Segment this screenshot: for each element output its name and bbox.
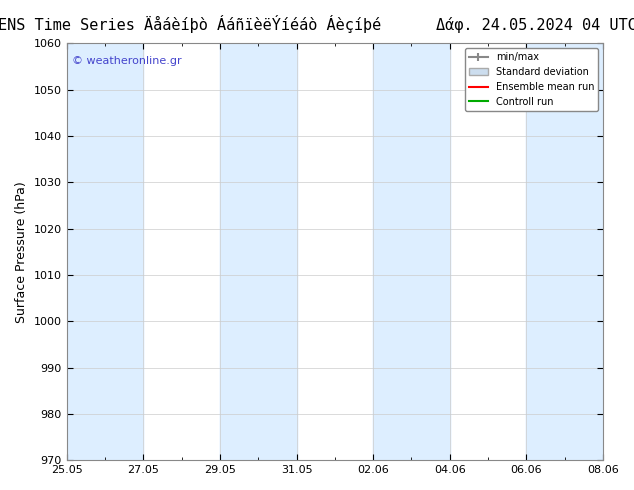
Text: © weatheronline.gr: © weatheronline.gr [72,56,181,66]
Bar [373,44,450,460]
Bar [220,44,297,460]
Legend: min/max, Standard deviation, Ensemble mean run, Controll run: min/max, Standard deviation, Ensemble me… [465,49,598,111]
Bar [67,44,143,460]
Bar [373,44,450,460]
Bar [220,44,297,460]
Bar [67,44,143,460]
Y-axis label: Surface Pressure (hPa): Surface Pressure (hPa) [15,181,28,323]
Bar [526,44,603,460]
Text: ENS Time Series Äåáèíþò ÁáñïèëÝíéáò Áèçíþé      Δάφ. 24.05.2024 04 UTC: ENS Time Series Äåáèíþò ÁáñïèëÝíéáò Áèçí… [0,15,634,33]
Bar [526,44,603,460]
